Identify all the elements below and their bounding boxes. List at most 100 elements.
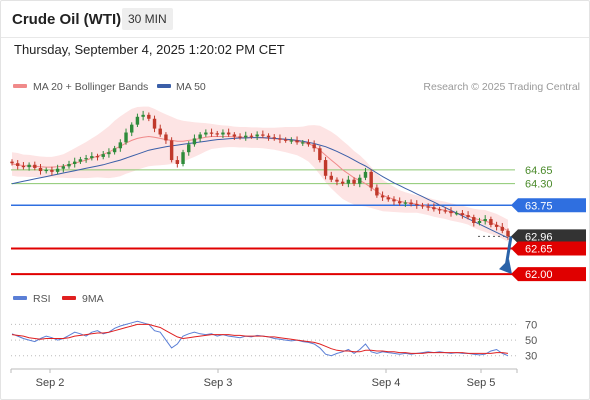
candle — [415, 200, 419, 209]
candle — [158, 124, 162, 137]
candle — [73, 157, 77, 168]
candle-body — [10, 161, 14, 164]
candle — [84, 154, 88, 163]
candle — [261, 130, 265, 139]
candle — [500, 222, 505, 234]
candle — [323, 156, 328, 180]
candle — [221, 129, 225, 139]
candle-body — [283, 139, 288, 141]
timeframe-button[interactable]: 30 MIN — [122, 8, 173, 30]
candle — [112, 145, 117, 155]
candle — [10, 159, 14, 166]
candle-body — [301, 142, 305, 144]
candle — [306, 139, 311, 147]
level-label-64.65: 64.65 — [525, 165, 553, 177]
candle-body — [95, 156, 100, 158]
candle — [147, 112, 151, 122]
candle — [318, 145, 322, 163]
rsi-panel: 70 50 30 — [11, 319, 537, 363]
ma20-legend-label: MA 20 + Bollinger Bands — [33, 81, 148, 93]
candle — [15, 160, 20, 170]
candle — [432, 203, 436, 212]
ma20-legend-swatch — [13, 84, 27, 88]
candle — [187, 141, 191, 156]
candle-body — [318, 148, 322, 161]
chart-header: Crude Oil (WTI) 30 MIN — [1, 1, 589, 38]
ma9-legend-label: 9MA — [82, 293, 104, 305]
candle-body — [67, 163, 71, 167]
rsi-line — [11, 320, 509, 357]
candle-body — [181, 152, 185, 164]
candle-body — [289, 140, 294, 142]
candle-body — [415, 204, 419, 206]
candle — [375, 184, 379, 198]
candle — [164, 132, 168, 144]
candle-body — [112, 148, 117, 153]
candle-body — [340, 181, 345, 184]
candle-body — [380, 195, 385, 198]
candle — [437, 206, 442, 214]
ma50-legend-swatch — [157, 84, 171, 88]
candle-body — [107, 152, 111, 155]
candle-body — [255, 134, 259, 137]
candle — [278, 134, 282, 144]
candle-body — [204, 132, 208, 135]
rsi-ma9-line — [11, 323, 509, 354]
candle-body — [494, 224, 499, 227]
price-levels — [11, 169, 515, 276]
candle — [204, 129, 208, 137]
candle-body — [61, 166, 66, 169]
candle — [266, 133, 271, 141]
candle — [141, 110, 145, 121]
candle-body — [489, 219, 493, 225]
candle — [283, 137, 288, 143]
candle-body — [164, 134, 168, 141]
candle — [460, 210, 465, 219]
candle — [454, 210, 459, 216]
level-tag-62.00 — [511, 267, 586, 282]
candle — [175, 156, 180, 168]
level-tag-62.65 — [511, 241, 586, 256]
candle-body — [192, 138, 197, 145]
candle — [255, 131, 259, 140]
level-label-62.96: 62.96 — [525, 231, 553, 243]
candle-body — [466, 215, 470, 218]
candle — [494, 221, 499, 231]
candle-body — [90, 156, 94, 159]
candle-body — [437, 209, 442, 211]
candle-body — [84, 158, 88, 160]
candle-body — [420, 205, 425, 207]
candle — [44, 167, 48, 174]
candle-body — [38, 167, 43, 172]
candle — [61, 163, 66, 173]
candle — [420, 202, 425, 209]
candle — [130, 122, 134, 137]
candle — [169, 137, 174, 163]
candle-body — [392, 199, 396, 202]
candle-body — [477, 221, 482, 223]
level-label-63.75: 63.75 — [525, 200, 553, 212]
candle-body — [375, 187, 379, 196]
candle-body — [454, 213, 459, 215]
candle-body — [386, 197, 390, 200]
candle-body — [50, 169, 54, 172]
candle — [95, 153, 100, 161]
level-label-62.65: 62.65 — [525, 244, 553, 256]
candle — [449, 207, 453, 217]
candle-body — [141, 114, 145, 117]
candle — [352, 177, 356, 187]
candle — [78, 156, 83, 164]
candle-body — [249, 135, 254, 137]
candle-body — [175, 160, 180, 164]
candle — [181, 149, 185, 167]
candle-body — [169, 140, 174, 161]
candle — [363, 167, 368, 181]
candle — [477, 217, 482, 226]
candle-body — [15, 163, 20, 166]
candle — [232, 132, 237, 140]
level-label-62.00: 62.00 — [525, 269, 553, 281]
x-axis-ticks: Sep 2 Sep 3 Sep 4 Sep 5 — [10, 369, 518, 389]
candle — [392, 196, 396, 205]
timestamp: Thursday, September 4, 2025 1:20:02 PM C… — [14, 42, 285, 57]
candle-body — [329, 175, 333, 180]
